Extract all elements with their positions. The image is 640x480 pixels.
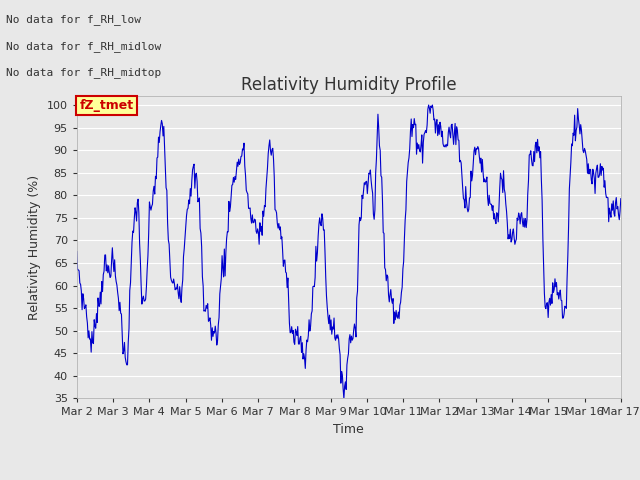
Y-axis label: Relativity Humidity (%): Relativity Humidity (%) bbox=[28, 175, 41, 320]
Text: No data for f_RH_midlow: No data for f_RH_midlow bbox=[6, 41, 162, 52]
X-axis label: Time: Time bbox=[333, 423, 364, 436]
Title: Relativity Humidity Profile: Relativity Humidity Profile bbox=[241, 76, 456, 95]
Text: No data for f_RH_low: No data for f_RH_low bbox=[6, 14, 141, 25]
Text: fZ_tmet: fZ_tmet bbox=[79, 99, 134, 112]
Text: No data for f_RH_midtop: No data for f_RH_midtop bbox=[6, 67, 162, 78]
